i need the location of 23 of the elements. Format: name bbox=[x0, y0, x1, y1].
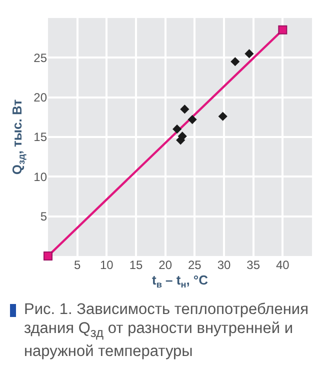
x-tick-label: 30 bbox=[217, 258, 231, 272]
x-tick-label: 25 bbox=[188, 258, 202, 272]
text: Рис. 1. Зависимость теплопотребления здания Q$_{зд}$ от разности внутренней и наружной температуры bbox=[24, 301, 308, 360]
x-tick-label: 35 bbox=[246, 258, 260, 272]
point bbox=[172, 124, 182, 134]
y-tick-label: 25 bbox=[34, 50, 48, 65]
x-tick-label: 5 bbox=[74, 258, 81, 272]
point bbox=[230, 57, 240, 66]
y-tick-label: 10 bbox=[34, 170, 48, 184]
point bbox=[44, 252, 52, 260]
x-tick-label: 40 bbox=[276, 258, 290, 272]
point bbox=[188, 115, 197, 124]
point bbox=[278, 25, 288, 34]
x-tick-label: 20 bbox=[158, 258, 172, 272]
x-axis-title: t$_{в}$ – t$_{н}$, °C bbox=[152, 272, 209, 290]
point bbox=[244, 49, 254, 58]
point bbox=[218, 112, 228, 121]
y-tick-label: 5 bbox=[40, 210, 48, 224]
x-tick-label: 15 bbox=[129, 258, 143, 272]
point bbox=[180, 104, 190, 114]
y-tick-label: 15 bbox=[34, 130, 48, 144]
x-tick-label: 10 bbox=[100, 258, 114, 272]
y-tick-label: 20 bbox=[34, 90, 48, 105]
